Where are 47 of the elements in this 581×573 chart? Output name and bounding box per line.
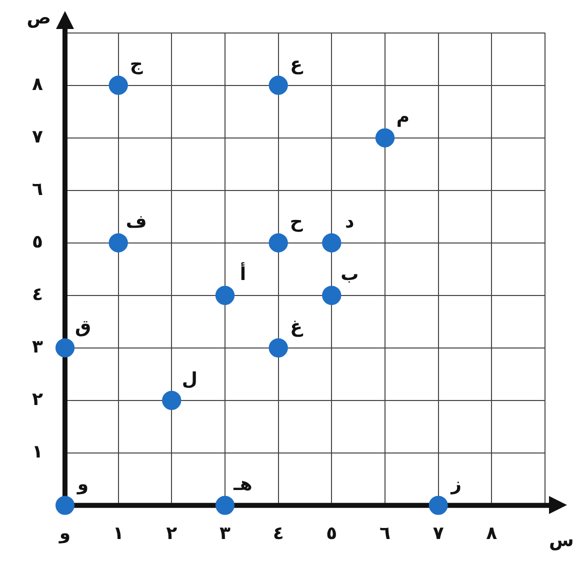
annotation: هـ (232, 474, 252, 496)
y-tick-label: ٣ (32, 336, 43, 358)
annotation: أ (240, 262, 246, 286)
annotation: ع (290, 54, 304, 75)
x-tick-label: ٦ (379, 522, 390, 544)
annotation: ف (126, 212, 147, 233)
annotation: ز (450, 474, 462, 496)
annotation: ب (340, 264, 359, 286)
y-axis-title: ص (26, 7, 51, 28)
x-tick-label: ٨ (486, 522, 498, 544)
annotation: م (396, 106, 410, 128)
x-tick-label: ٤ (272, 522, 284, 544)
x-axis-title: س (549, 530, 574, 552)
point (375, 128, 394, 148)
y-tick-label: ٦ (32, 179, 43, 200)
point (215, 496, 234, 515)
x-tick-label: ١ (112, 522, 124, 544)
annotation: و (76, 474, 89, 496)
x-tick-label: ٥ (326, 522, 338, 544)
point (322, 233, 342, 252)
point (55, 338, 74, 358)
annotation: ق (74, 316, 92, 338)
y-tick-label: ٧ (32, 126, 43, 148)
annotation: د (345, 212, 354, 233)
x-tick-label: ٣ (219, 522, 230, 544)
y-tick-label: ٨ (32, 74, 43, 95)
x-tick-label: و (58, 522, 71, 544)
point (268, 76, 288, 95)
annotation: غ (290, 316, 304, 338)
point (322, 286, 342, 305)
point (215, 286, 234, 305)
point (55, 496, 74, 515)
point (428, 496, 448, 515)
x-tick-label: ٧ (432, 522, 444, 544)
point (268, 233, 288, 252)
annotation: ل (182, 369, 198, 390)
annotation: ح (290, 212, 303, 233)
annotation: ج (130, 54, 143, 75)
y-tick-label: ٥ (32, 232, 43, 253)
point (108, 233, 128, 252)
point (268, 338, 288, 358)
y-tick-label: ٤ (32, 284, 43, 306)
y-tick-label: ١ (32, 442, 43, 463)
x-tick-label: ٢ (166, 522, 178, 544)
y-tick-label: ٢ (32, 389, 43, 410)
point (108, 76, 128, 95)
point (162, 390, 182, 410)
